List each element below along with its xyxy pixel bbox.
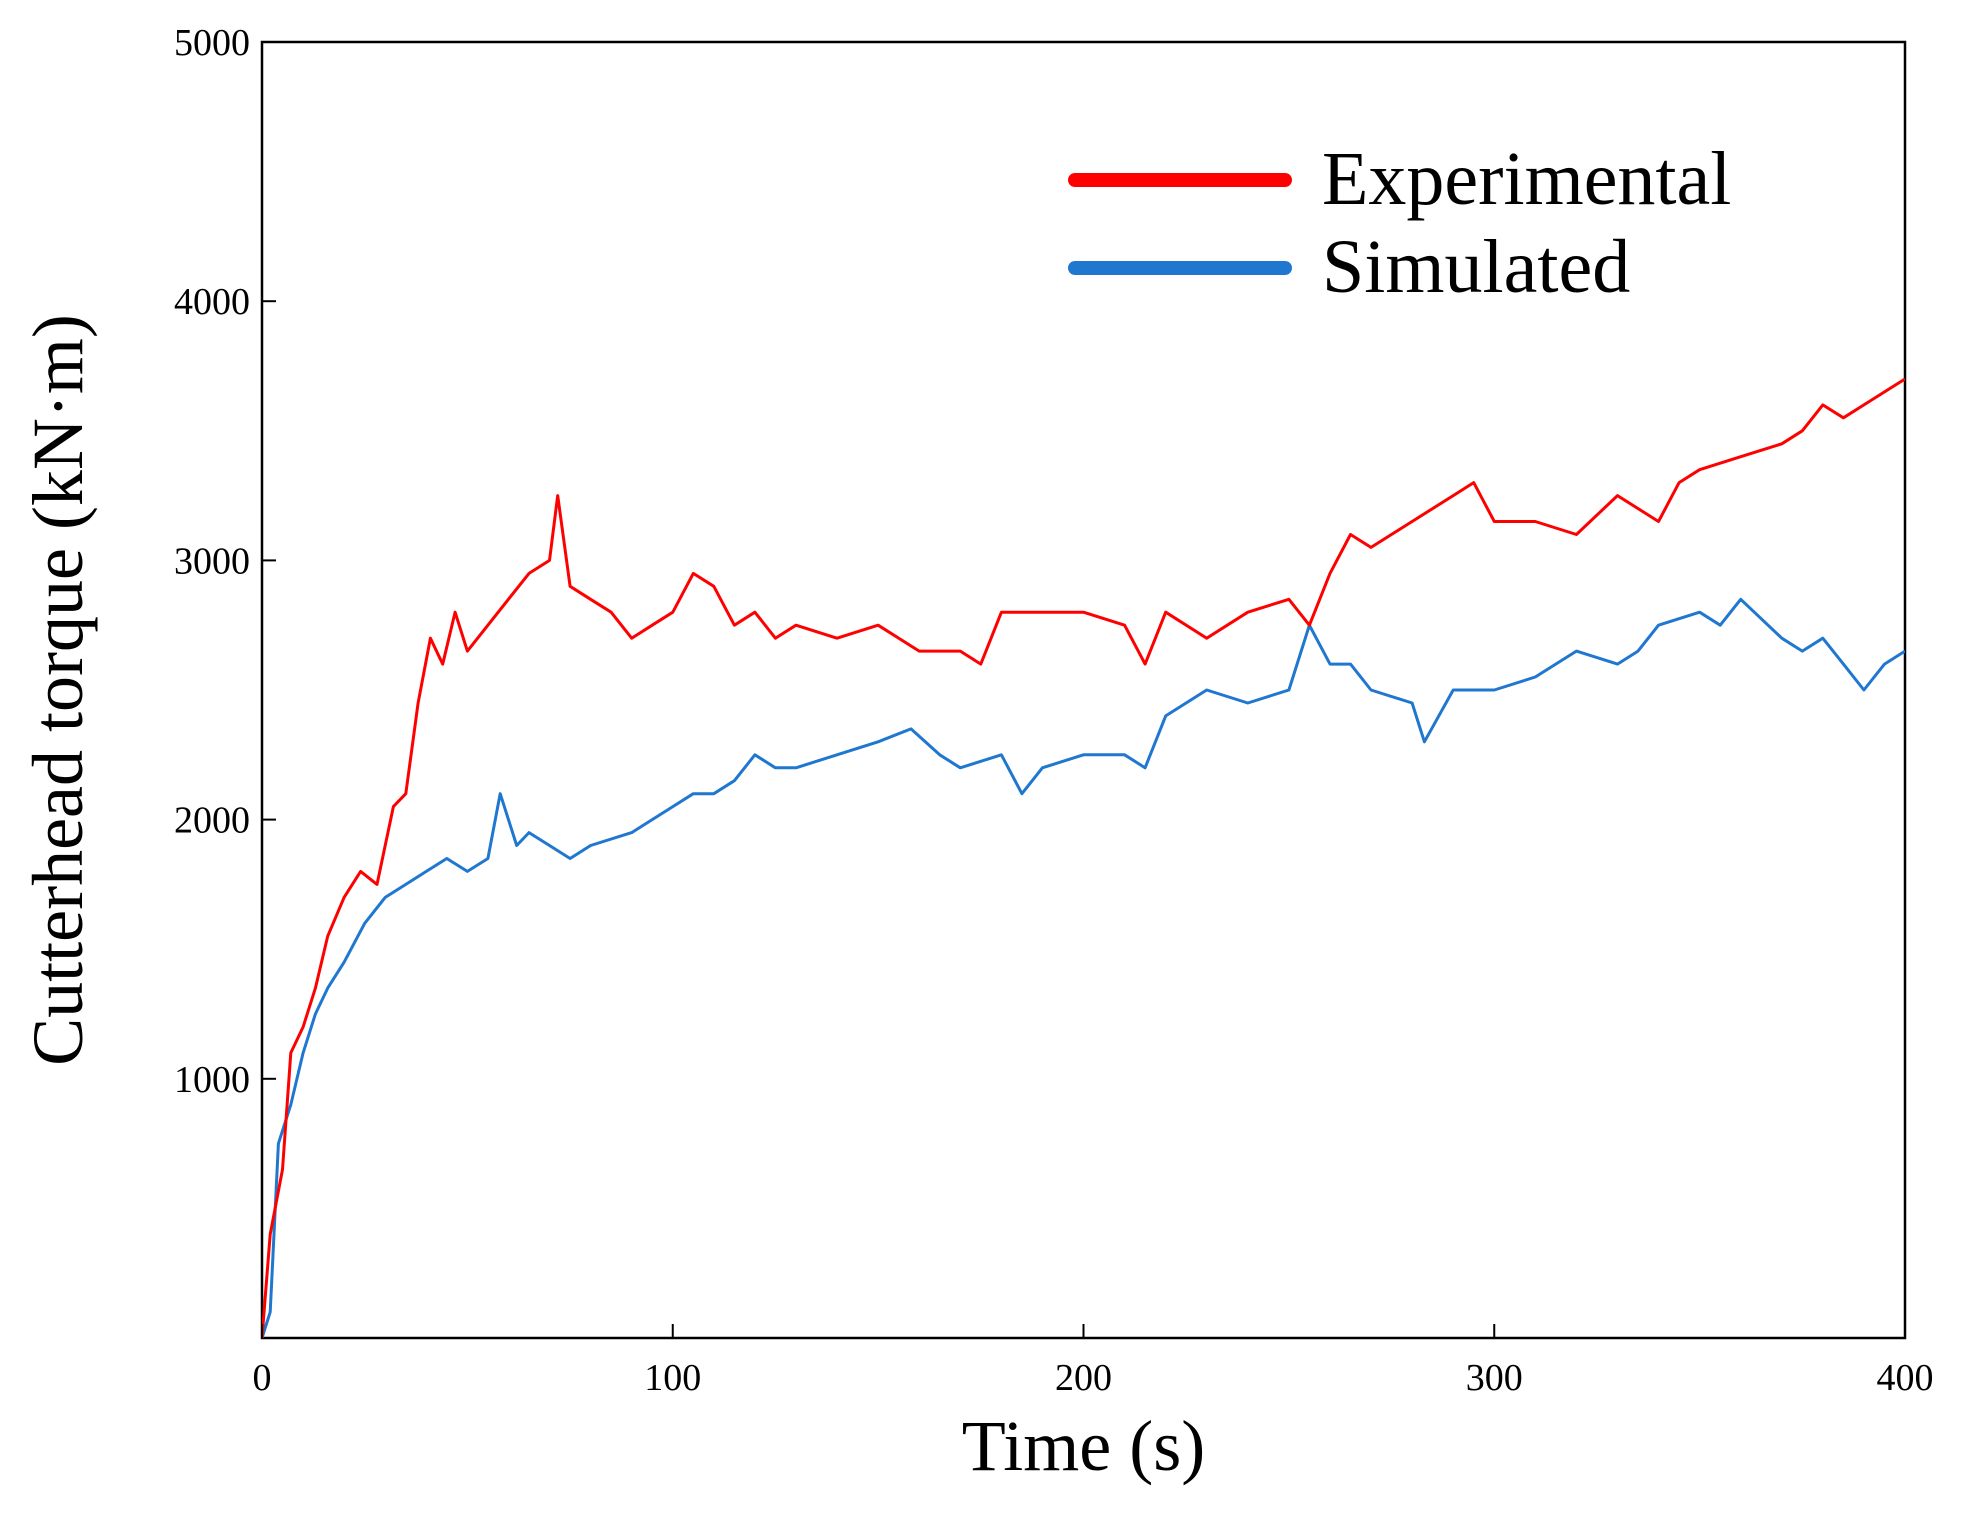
y-tick-label-1000: 1000 <box>174 1059 250 1101</box>
plot-area <box>260 40 1907 1340</box>
legend-label-experimental: Experimental <box>1322 137 1731 221</box>
x-tick-label-200: 200 <box>1055 1357 1112 1399</box>
x-axis-title: Time (s) <box>962 1406 1205 1486</box>
series-line-simulated <box>262 597 1905 1338</box>
y-axis-title: Cutterhead torque (kN·m) <box>18 314 98 1066</box>
y-tick-label-4000: 4000 <box>174 281 250 323</box>
legend: Experimental Simulated <box>1068 137 1731 309</box>
x-tick-label-100: 100 <box>644 1357 701 1399</box>
plot-frame <box>260 40 1907 1340</box>
legend-label-simulated: Simulated <box>1322 225 1630 309</box>
y-tick-label-5000: 5000 <box>174 22 250 64</box>
y-tick-label-3000: 3000 <box>174 540 250 582</box>
series-line-experimental <box>262 377 1905 1338</box>
y-tick-label-2000: 2000 <box>174 800 250 842</box>
axis-ticks: 0 100 200 300 400 1000 2000 3000 4000 5000 <box>174 22 1934 1399</box>
x-tick-label-300: 300 <box>1466 1357 1523 1399</box>
x-tick-label-400: 400 <box>1877 1357 1934 1399</box>
x-tick-label-0: 0 <box>253 1357 272 1399</box>
